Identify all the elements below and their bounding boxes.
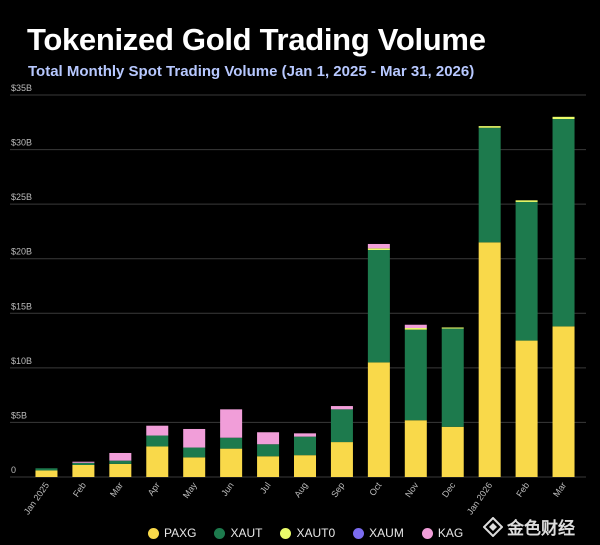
bar-segment-kag [367, 243, 390, 249]
legend-label: XAUT0 [296, 526, 336, 540]
x-tick-label: Mar [551, 480, 568, 498]
x-tick-label: Feb [514, 480, 531, 498]
bar-segment-xaut [515, 201, 538, 341]
bar-segment-xaut0 [515, 200, 538, 202]
legend-swatch [280, 527, 292, 539]
bar-segment-xaut [294, 436, 316, 456]
bar-segment-xaut [72, 462, 95, 465]
x-tick-label: May [181, 480, 199, 500]
bar-segment-xaut [257, 444, 280, 457]
bar-segment-kag [330, 406, 353, 410]
bar-segment-xaut [220, 437, 243, 449]
bar-segment-paxg [294, 455, 316, 477]
bar-segment-paxg [35, 470, 58, 477]
legend-item-xaut0: XAUT0 [280, 526, 335, 540]
x-tick-label: Jun [219, 480, 236, 498]
bar-segment-kag [294, 433, 316, 437]
bar-segment-paxg [109, 463, 132, 477]
y-tick-label: $15B [11, 301, 32, 311]
bar-segment-paxg [183, 457, 206, 477]
x-tick-label: Apr [146, 480, 162, 497]
legend-swatch [148, 527, 159, 539]
x-tick-label: Nov [403, 480, 421, 499]
bar-segment-xaut [146, 435, 169, 447]
x-tick-label: Jul [258, 480, 273, 495]
legend-swatch [353, 527, 365, 539]
bar-segment-xaut0 [367, 248, 390, 250]
x-tick-label: Dec [440, 480, 458, 499]
chart-title: Tokenized Gold Trading Volume [27, 22, 486, 57]
y-tick-label: $20B [11, 247, 32, 257]
legend-item-xaum: XAUM [353, 526, 404, 540]
legend: PAXG XAUT XAUT0 XAUM KAG [148, 526, 463, 540]
bar-segment-xaut [404, 329, 427, 421]
bar-segment-paxg [441, 426, 464, 477]
legend-item-xaut: XAUT [214, 526, 262, 540]
bar-segment-xaut0 [552, 116, 575, 120]
legend-item-kag: KAG [421, 526, 464, 540]
chart-subtitle: Total Monthly Spot Trading Volume (Jan 1… [28, 63, 475, 80]
x-tick-label: Sep [329, 480, 346, 499]
legend-label: XAUM [369, 526, 404, 540]
x-tick-label: Oct [367, 480, 384, 498]
x-tick-label: Jan 2025 [22, 480, 51, 516]
bar-segment-kag [146, 425, 169, 436]
bar-segment-kag [109, 452, 132, 461]
y-tick-label: 0 [11, 465, 16, 475]
bar-segment-xaut [35, 468, 58, 471]
bar-segment-paxg [220, 448, 243, 477]
bar-segment-kag [257, 432, 280, 445]
bar-segment-paxg [257, 456, 280, 477]
bar-segment-xaut0 [441, 327, 464, 329]
bar-segment-paxg [367, 362, 390, 477]
y-tick-label: $10B [11, 356, 32, 366]
bar-segment-paxg [478, 242, 501, 477]
brand-logo-icon [483, 516, 503, 537]
bar-segment-kag [404, 324, 427, 329]
bar-segment-xaut [330, 409, 353, 443]
bar-segment-xaut [109, 460, 132, 464]
y-tick-label: $25B [11, 192, 32, 202]
x-tick-label: Mar [108, 480, 125, 498]
x-tick-label: Jan 2026 [465, 480, 494, 516]
legend-label: XAUT [230, 526, 263, 540]
bar-segment-xaut [441, 328, 464, 427]
legend-swatch [214, 527, 226, 539]
bar-segment-xaut0 [478, 126, 501, 128]
bar-segment-paxg [330, 442, 353, 477]
legend-label: PAXG [164, 526, 197, 540]
y-tick-label: $30B [11, 138, 32, 148]
bar-segment-xaut0 [404, 328, 427, 330]
bar-segment-xaut [478, 127, 501, 243]
legend-swatch [421, 527, 433, 539]
x-tick-label: Aug [292, 480, 309, 499]
bar-segment-xaut [552, 119, 575, 327]
bar-segment-paxg [515, 340, 538, 477]
legend-label: KAG [437, 526, 464, 540]
bar-segment-kag [220, 409, 243, 438]
bar-segment-kag [72, 461, 95, 463]
bar-segment-paxg [72, 464, 95, 477]
watermark: 金色财经 [483, 514, 575, 539]
watermark-text: 金色财经 [507, 519, 575, 538]
y-tick-label: $5B [11, 410, 27, 420]
bar-segment-paxg [404, 420, 427, 477]
y-tick-label: $35B [11, 83, 32, 93]
bar-segment-paxg [146, 446, 169, 477]
bar-segment-kag [183, 428, 206, 448]
bar-segment-xaut [367, 249, 390, 363]
bar-segment-xaut [183, 447, 206, 458]
bar-segment-paxg [552, 326, 575, 477]
x-tick-label: Feb [71, 480, 88, 498]
legend-item-paxg: PAXG [148, 526, 196, 540]
